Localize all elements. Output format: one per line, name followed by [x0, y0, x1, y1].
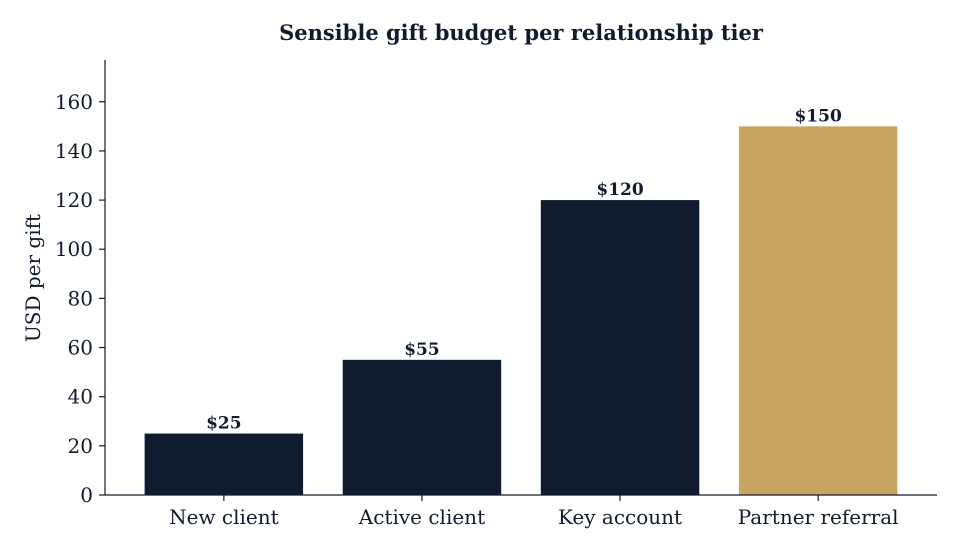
- bar-value-label: $120: [596, 180, 643, 200]
- y-tick-label: 40: [68, 385, 93, 409]
- chart-title: Sensible gift budget per relationship ti…: [279, 20, 764, 45]
- bar: [144, 433, 304, 495]
- y-axis-label: USD per gift: [21, 214, 45, 342]
- bar: [540, 200, 700, 495]
- y-tick-label: 160: [55, 90, 93, 114]
- x-tick-label: Key account: [558, 505, 682, 529]
- x-tick-label: Active client: [358, 505, 485, 529]
- bars-group: $25 $55 $120 $150: [144, 106, 898, 496]
- bar-value-label: $150: [794, 106, 841, 126]
- y-tick-label: 140: [55, 139, 93, 163]
- y-tick-label: 20: [68, 434, 93, 458]
- y-tick-label: 80: [68, 286, 93, 310]
- bar: [738, 126, 898, 496]
- x-axis-ticks: New client Active client Key account Partne…: [169, 495, 899, 529]
- bar-value-label: $55: [404, 340, 440, 360]
- y-tick-label: 60: [68, 336, 93, 360]
- x-tick-label: Partner referral: [738, 505, 899, 529]
- x-tick-label: New client: [169, 505, 279, 529]
- y-tick-label: 120: [55, 188, 93, 212]
- y-axis-ticks: 0 20 40 60 80 100 120 140 160: [55, 90, 105, 507]
- bar-value-label: $25: [206, 414, 242, 434]
- y-tick-label: 100: [55, 237, 93, 261]
- bar: [342, 359, 502, 495]
- y-tick-label: 0: [80, 483, 93, 507]
